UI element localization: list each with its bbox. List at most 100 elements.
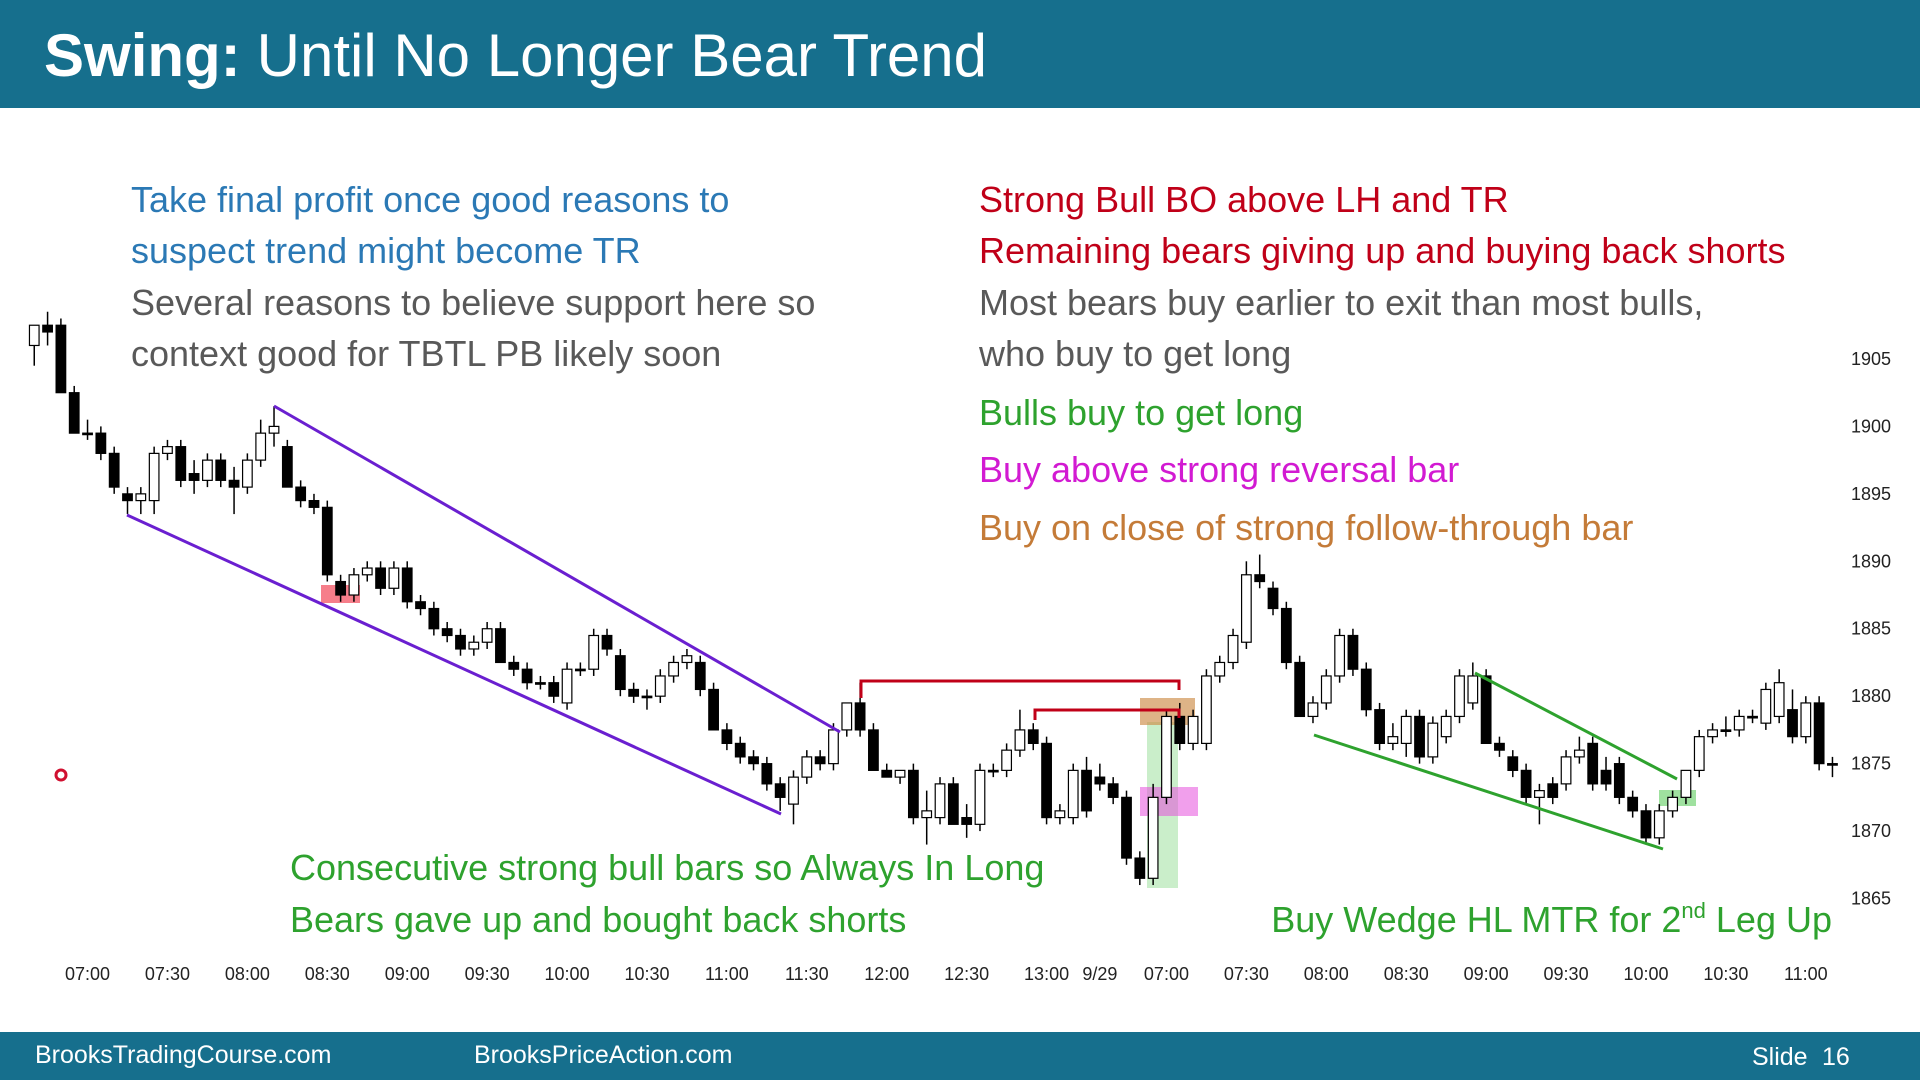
wedge-upper <box>1474 671 1678 781</box>
candle-body <box>1081 769 1092 812</box>
candle-body <box>335 580 347 596</box>
candle-body <box>601 634 613 650</box>
candle-body <box>1174 715 1186 745</box>
note-line: Buy above strong reversal bar <box>979 449 1459 490</box>
footer-number: 16 <box>1822 1043 1850 1071</box>
x-tick-label: 07:00 <box>1144 964 1189 984</box>
candle-body <box>761 763 773 785</box>
note-line: Bears gave up and bought back shorts <box>290 899 906 940</box>
candle-body <box>1747 715 1758 719</box>
candle-body <box>641 695 653 699</box>
note-line: Remaining bears giving up and buying bac… <box>979 230 1785 271</box>
note-line: Buy on close of strong follow-through ba… <box>979 507 1633 548</box>
candle-body <box>1027 729 1039 745</box>
candle-body <box>614 655 626 691</box>
candle-body <box>1507 756 1519 771</box>
cursor-dot <box>54 768 68 782</box>
candle-body <box>202 459 213 481</box>
candle-body <box>1014 729 1026 751</box>
candle-body <box>1707 729 1718 738</box>
candle-body <box>947 783 959 825</box>
x-tick-label: 09:30 <box>1544 964 1589 984</box>
note-part: Leg Up <box>1706 899 1832 940</box>
candle-body <box>801 756 813 778</box>
candle-body <box>388 567 400 589</box>
candle-body <box>295 486 307 502</box>
channel-upper <box>273 404 841 734</box>
x-tick-label: 08:00 <box>225 964 270 984</box>
candle-body <box>361 567 373 576</box>
candle-body <box>1414 715 1425 758</box>
candle-body <box>1294 661 1306 718</box>
candle-body <box>1067 769 1079 819</box>
channel-lower <box>126 513 782 816</box>
candle-body <box>42 324 53 333</box>
candle-body <box>135 493 147 502</box>
candle-body <box>1787 709 1798 738</box>
x-tick-label: 08:30 <box>1384 964 1429 984</box>
candle-body <box>255 432 267 461</box>
candle-body <box>82 432 93 436</box>
note-line: Bulls buy to get long <box>979 392 1303 433</box>
candle-body <box>1161 715 1172 798</box>
candle-body <box>175 446 187 481</box>
candle-body <box>1600 769 1612 785</box>
footer-slide: Slide <box>1752 1043 1808 1071</box>
candle-body <box>881 769 893 778</box>
y-tick-label: 1865 <box>1851 889 1891 909</box>
x-tick-label: 10:00 <box>1623 964 1668 984</box>
candle-body <box>681 655 693 664</box>
title-rest: Until No Longer Bear Trend <box>257 22 987 89</box>
candle-body <box>1147 796 1159 879</box>
candle-body <box>1400 715 1412 745</box>
note-line: context good for TBTL PB likely soon <box>131 333 721 374</box>
wedge-note: Buy Wedge HL MTR for 2nd Leg Up <box>1271 898 1832 940</box>
candle-body <box>1320 675 1332 704</box>
candle-body <box>428 607 440 630</box>
candle-body <box>1001 749 1013 771</box>
candle-body <box>308 499 320 508</box>
candle-body <box>415 601 426 610</box>
x-tick-label: 07:30 <box>145 964 190 984</box>
candle-body <box>1307 702 1319 718</box>
footer-left: BrooksTradingCourse.com <box>35 1041 331 1069</box>
candle-body <box>1387 736 1399 745</box>
candle-body <box>668 661 680 677</box>
candle-body <box>521 668 533 684</box>
y-tick-label: 1905 <box>1851 349 1891 369</box>
title-bold: Swing: <box>44 22 241 89</box>
candle-body <box>974 769 986 825</box>
candle-body <box>1054 810 1066 819</box>
x-tick-label: 12:30 <box>944 964 989 984</box>
candle-body <box>268 425 280 434</box>
candle-body <box>708 688 719 731</box>
candle-body <box>1773 682 1785 718</box>
candle-body <box>1573 749 1585 758</box>
header-bar <box>0 0 1920 108</box>
candle-body <box>654 675 666 697</box>
y-tick-label: 1900 <box>1851 416 1891 436</box>
y-tick-label: 1890 <box>1851 551 1891 571</box>
y-tick-label: 1885 <box>1851 619 1891 639</box>
candle-body <box>1693 736 1705 771</box>
slide-title: Swing: Until No Longer Bear Trend <box>44 22 987 89</box>
candle-body <box>1121 796 1132 859</box>
candle-body <box>68 392 80 434</box>
candle-body <box>55 324 67 394</box>
note-line: who buy to get long <box>978 333 1291 374</box>
candle-body <box>215 459 227 481</box>
candle-body <box>1094 776 1106 785</box>
candle-body <box>1680 769 1692 798</box>
candle-body <box>1480 675 1492 745</box>
candle-body <box>894 769 906 778</box>
candle-body <box>788 776 799 805</box>
candle-body <box>1454 675 1465 718</box>
candle-body <box>1240 574 1252 643</box>
note-line: suspect trend might become TR <box>131 230 641 271</box>
candle-body <box>1733 715 1745 731</box>
trend-lines <box>126 404 1678 851</box>
candle-body <box>841 702 853 731</box>
wedge-lower <box>1313 733 1664 851</box>
candle-body <box>1720 729 1732 733</box>
